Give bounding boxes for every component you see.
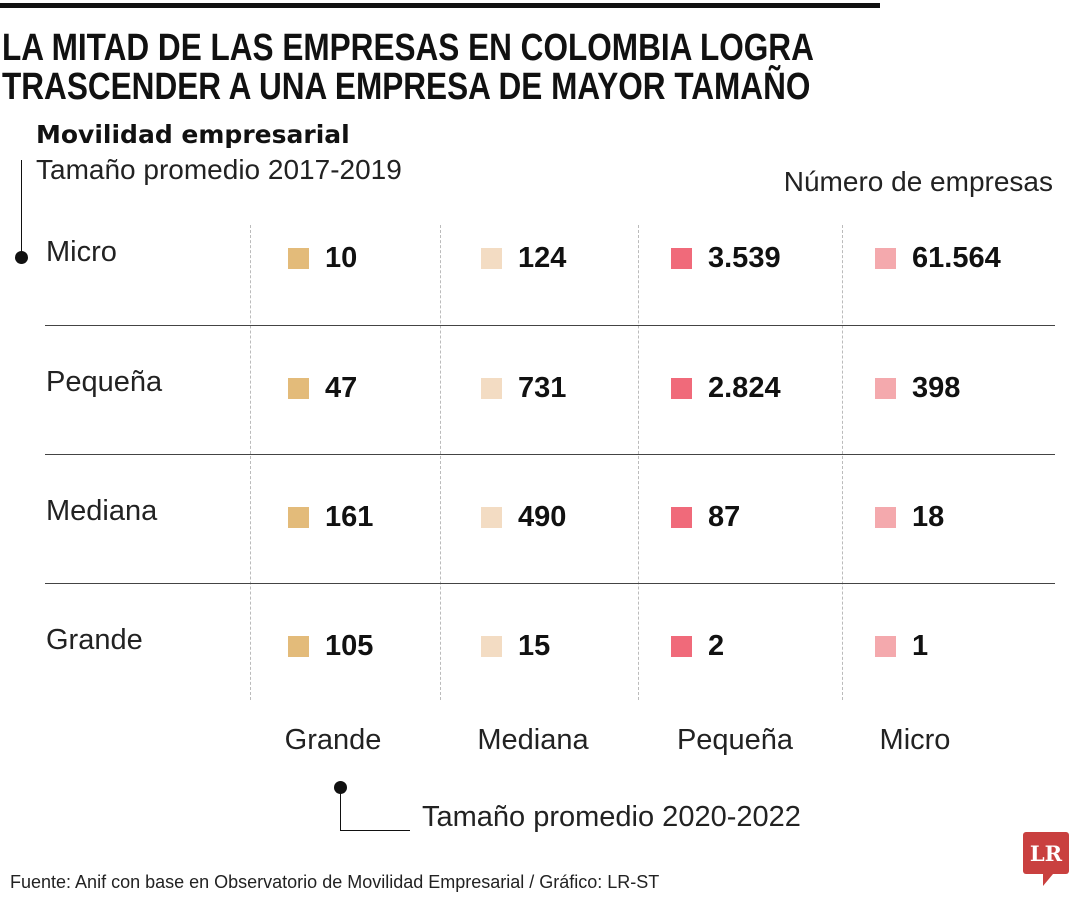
- color-swatch: [671, 506, 692, 528]
- color-swatch: [671, 635, 692, 657]
- cell-value: 15: [518, 629, 551, 662]
- cell-value: 398: [912, 371, 961, 404]
- source-footer: Fuente: Anif con base en Observatorio de…: [10, 872, 660, 892]
- row-axis-label: Tamaño promedio 2017-2019: [36, 154, 402, 185]
- cell-value: 124: [518, 241, 567, 274]
- color-swatch: [288, 377, 309, 399]
- table-cell: 3.539: [671, 238, 781, 278]
- color-swatch: [288, 635, 309, 657]
- col-axis-label: Tamaño promedio 2020-2022: [422, 801, 801, 833]
- cell-value: 61.564: [912, 241, 1001, 274]
- cell-value: 490: [518, 500, 567, 533]
- cell-value: 161: [325, 500, 374, 533]
- table-cell: 10: [288, 238, 357, 278]
- column-label-grande: Grande: [284, 724, 382, 756]
- row-divider: [45, 454, 1055, 455]
- cell-value: 18: [912, 500, 945, 533]
- color-swatch: [481, 377, 502, 399]
- column-divider: [842, 225, 843, 700]
- row-label-micro: Micro: [46, 236, 117, 268]
- cell-value: 1: [912, 629, 929, 662]
- row-axis-connector: [21, 160, 22, 257]
- cell-value: 10: [325, 241, 358, 274]
- row-divider: [45, 325, 1055, 326]
- table-cell: 2: [671, 626, 724, 666]
- cell-value: 2.824: [708, 371, 781, 404]
- table-cell: 18: [875, 497, 944, 537]
- column-label-micro: Micro: [879, 724, 951, 756]
- title-line-2: TRASCENDER A UNA EMPRESA DE MAYOR TAMAÑO: [2, 66, 811, 108]
- table-cell: 15: [481, 626, 550, 666]
- lr-logo: LR: [1023, 832, 1069, 886]
- row-divider: [45, 583, 1055, 584]
- col-axis-connector: [340, 787, 341, 831]
- column-divider: [440, 225, 441, 700]
- column-label-pequeña: Pequeña: [676, 724, 794, 756]
- cell-value: 2: [708, 629, 725, 662]
- table-cell: 161: [288, 497, 373, 537]
- table-cell: 124: [481, 238, 566, 278]
- col-axis-connector-h: [340, 830, 410, 831]
- table-cell: 61.564: [875, 238, 1001, 278]
- color-swatch: [481, 635, 502, 657]
- units-label: Número de empresas: [783, 166, 1053, 197]
- table-cell: 1: [875, 626, 928, 666]
- table-cell: 731: [481, 368, 566, 408]
- color-swatch: [671, 377, 692, 399]
- row-label-mediana: Mediana: [46, 495, 158, 527]
- cell-value: 47: [325, 371, 358, 404]
- table-cell: 2.824: [671, 368, 781, 408]
- table-cell: 87: [671, 497, 740, 537]
- color-swatch: [875, 635, 896, 657]
- table-cell: 398: [875, 368, 960, 408]
- table-cell: 490: [481, 497, 566, 537]
- color-swatch: [288, 506, 309, 528]
- color-swatch: [875, 506, 896, 528]
- row-label-grande: Grande: [46, 624, 143, 656]
- cell-value: 87: [708, 500, 741, 533]
- color-swatch: [671, 247, 692, 269]
- color-swatch: [875, 377, 896, 399]
- cell-value: 3.539: [708, 241, 781, 274]
- color-swatch: [875, 247, 896, 269]
- cell-value: 105: [325, 629, 374, 662]
- color-swatch: [481, 506, 502, 528]
- column-divider: [638, 225, 639, 700]
- column-label-mediana: Mediana: [477, 724, 589, 756]
- table-cell: 47: [288, 368, 357, 408]
- row-axis-dot: [15, 251, 28, 264]
- title-line-1: LA MITAD DE LAS EMPRESAS EN COLOMBIA LOG…: [2, 27, 814, 69]
- subtitle: Movilidad empresarial: [36, 120, 350, 149]
- column-divider: [250, 225, 251, 700]
- color-swatch: [481, 247, 502, 269]
- row-label-pequeña: Pequeña: [46, 366, 163, 398]
- top-rule: [0, 3, 880, 8]
- color-swatch: [288, 247, 309, 269]
- table-cell: 105: [288, 626, 373, 666]
- cell-value: 731: [518, 371, 567, 404]
